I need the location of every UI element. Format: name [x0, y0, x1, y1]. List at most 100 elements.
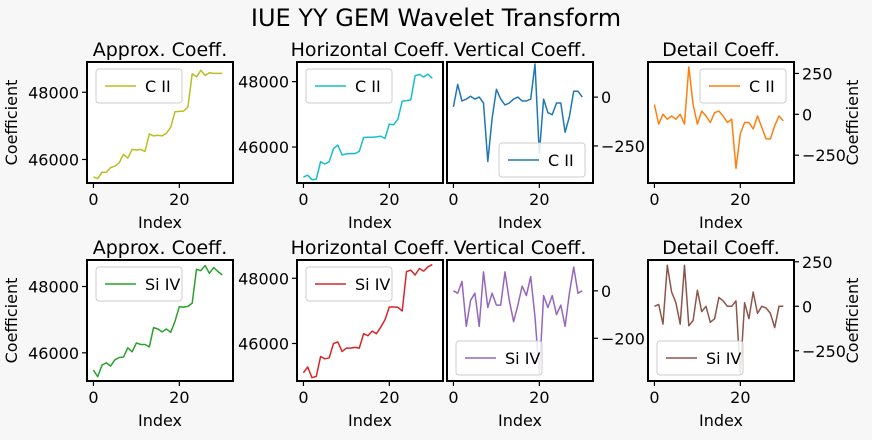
y-axis-label: Coefficient	[843, 278, 862, 364]
y-tick-label: 48000	[238, 73, 289, 92]
series-line-c-ii	[452, 63, 583, 163]
x-axis-label: Index	[138, 411, 182, 430]
legend-box	[95, 266, 183, 302]
legend-box	[95, 68, 183, 104]
subplot-title: Approx. Coeff.	[93, 39, 228, 61]
x-tick-label: 20	[379, 388, 399, 407]
x-tick-label: 20	[169, 388, 189, 407]
x-tick-label: 20	[730, 190, 750, 209]
x-tick-label: 0	[448, 388, 458, 407]
y-tick-label: 46000	[28, 344, 79, 363]
legend-box	[699, 68, 787, 104]
series-line-c-ii	[303, 73, 433, 181]
subplot-title: Horizontal Coeff.	[291, 39, 450, 61]
x-tick-label: 20	[529, 388, 549, 407]
x-axis-label: Index	[138, 213, 182, 232]
legend-box	[455, 340, 543, 376]
y-tick-label: 0	[601, 88, 611, 107]
subplot-7: 0 20 −200 0 Vertical Coeff. Index Si IV	[446, 237, 645, 430]
legend: C II	[498, 142, 586, 178]
y-tick-label: 0	[802, 105, 812, 124]
series-line-si-iv	[92, 264, 223, 378]
x-axis-label: Index	[699, 213, 743, 232]
y-tick-label: −200	[601, 329, 645, 348]
plot-frame	[647, 61, 795, 184]
series-line-c-ii	[93, 69, 223, 180]
plot-frame	[86, 259, 234, 382]
legend-label: Si IV	[145, 275, 180, 294]
plot-frame	[446, 259, 594, 382]
x-tick-label: 0	[88, 388, 98, 407]
x-tick-label: 0	[298, 190, 308, 209]
subplot-5: 0 20 46000 48000 Approx. Coeff. Index Coeffici…	[2, 237, 234, 430]
subplot-1: 0 20 46000 48000 Approx. Coeff. Index Coeffici…	[2, 39, 234, 232]
legend: Si IV	[455, 340, 543, 376]
y-tick-label: 46000	[238, 334, 289, 353]
legend-label: Si IV	[706, 349, 741, 368]
plot-frame	[296, 259, 444, 382]
legend-label: C II	[749, 77, 775, 96]
plot-frame	[296, 61, 444, 184]
x-axis-label: Index	[498, 411, 542, 430]
x-tick-label: 0	[649, 388, 659, 407]
y-axis-label: Coefficient	[2, 278, 21, 364]
subplot-title: Detail Coeff.	[662, 39, 780, 61]
y-tick-label: 48000	[28, 83, 79, 102]
series-line-si-iv	[302, 263, 433, 379]
plot-frame	[446, 61, 594, 184]
subplot-title: Detail Coeff.	[662, 237, 780, 259]
x-tick-label: 20	[529, 190, 549, 209]
x-tick-label: 0	[448, 190, 458, 209]
x-axis-label: Index	[699, 411, 743, 430]
series-line-si-iv	[453, 266, 583, 375]
legend-box	[305, 68, 393, 104]
x-tick-label: 20	[169, 190, 189, 209]
legend-box	[656, 340, 744, 376]
series-line-si-iv	[654, 264, 784, 375]
plot-frame	[647, 259, 795, 382]
y-axis-label: Coefficient	[843, 80, 862, 166]
legend-label: Si IV	[505, 349, 540, 368]
y-tick-label: 250	[802, 253, 833, 272]
legend: C II	[699, 68, 787, 104]
subplot-title: Horizontal Coeff.	[291, 237, 450, 259]
y-tick-label: −250	[802, 342, 846, 361]
x-axis-label: Index	[348, 411, 392, 430]
subplot-title: Approx. Coeff.	[93, 237, 228, 259]
legend-box	[305, 266, 393, 302]
legend-label: C II	[548, 151, 574, 170]
legend: C II	[305, 68, 393, 104]
legend-label: C II	[145, 77, 171, 96]
x-tick-label: 0	[88, 190, 98, 209]
y-tick-label: 46000	[238, 138, 289, 157]
x-tick-label: 20	[379, 190, 399, 209]
legend: Si IV	[305, 266, 393, 302]
x-axis-label: Index	[498, 213, 542, 232]
series-line-c-ii	[653, 66, 784, 170]
y-tick-label: −250	[601, 137, 645, 156]
legend-label: C II	[355, 77, 381, 96]
figure-title: IUE YY GEM Wavelet Transform	[251, 4, 621, 32]
y-axis-label: Coefficient	[2, 80, 21, 166]
legend: Si IV	[95, 266, 183, 302]
plot-frame	[86, 61, 234, 184]
legend-label: Si IV	[355, 275, 390, 294]
y-tick-label: 250	[802, 64, 833, 83]
y-tick-label: 0	[802, 297, 812, 316]
y-tick-label: −250	[802, 146, 846, 165]
x-axis-label: Index	[348, 213, 392, 232]
legend: C II	[95, 68, 183, 104]
legend-box	[498, 142, 586, 178]
x-tick-label: 0	[649, 190, 659, 209]
y-tick-label: 0	[601, 282, 611, 301]
y-tick-label: 46000	[28, 150, 79, 169]
subplot-grid: 0 20 46000 48000 Approx. Coeff. Index Coeffici…	[2, 39, 862, 430]
subplot-4: 0 20 −250 0 250 Detail Coeff. Index Coefficient…	[647, 39, 862, 232]
subplot-8: 0 20 −250 0 250 Detail Coeff. Index Coefficient…	[647, 237, 862, 430]
y-tick-label: 48000	[28, 278, 79, 297]
x-tick-label: 20	[730, 388, 750, 407]
legend: Si IV	[656, 340, 744, 376]
